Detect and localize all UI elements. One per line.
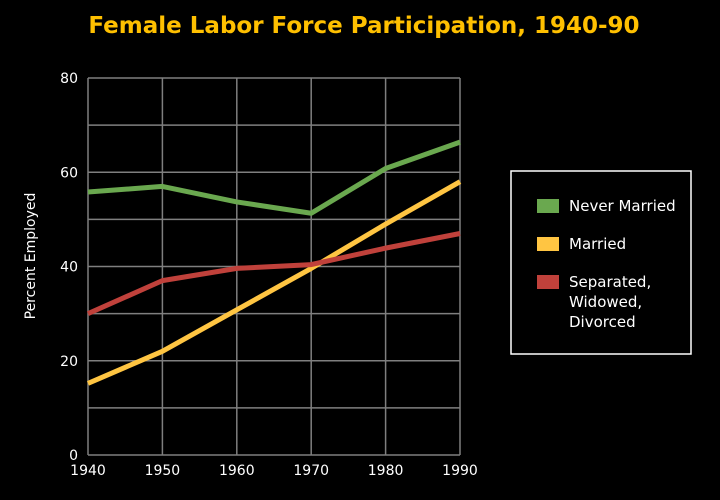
x-tick-label: 1980 <box>368 463 404 479</box>
y-tick-label: 60 <box>60 165 78 181</box>
legend-label: Separated, <box>569 273 651 291</box>
series-lines <box>86 139 462 386</box>
x-tick-label: 1990 <box>442 463 478 479</box>
legend-label: Widowed, <box>569 293 642 311</box>
y-tick-label: 20 <box>60 354 78 370</box>
legend-swatch <box>537 199 559 213</box>
x-tick-label: 1960 <box>219 463 255 479</box>
series-line <box>86 231 461 316</box>
x-tick-label: 1970 <box>293 463 329 479</box>
legend-label: Married <box>569 235 626 253</box>
series-line <box>87 179 462 386</box>
y-tick-label: 0 <box>69 448 78 464</box>
legend-label: Divorced <box>569 313 636 331</box>
y-tick-labels: 0 20 40 60 80 <box>60 71 78 464</box>
x-tick-label: 1940 <box>70 463 106 479</box>
legend-swatch <box>537 237 559 251</box>
series-line <box>87 139 461 216</box>
legend-box <box>510 170 692 355</box>
x-tick-label: 1950 <box>145 463 181 479</box>
legend: Never Married Married Separated, Widowed, Di… <box>510 170 692 355</box>
chart-title: Female Labor Force Participation, 1940-9… <box>88 13 639 39</box>
y-axis-label: Percent Employed <box>23 193 39 320</box>
y-tick-label: 40 <box>60 260 78 276</box>
legend-swatch <box>537 275 559 289</box>
y-tick-label: 80 <box>60 71 78 87</box>
legend-label: Never Married <box>569 197 676 215</box>
x-tick-labels: 1940 1950 1960 1970 1980 1990 <box>70 463 478 479</box>
